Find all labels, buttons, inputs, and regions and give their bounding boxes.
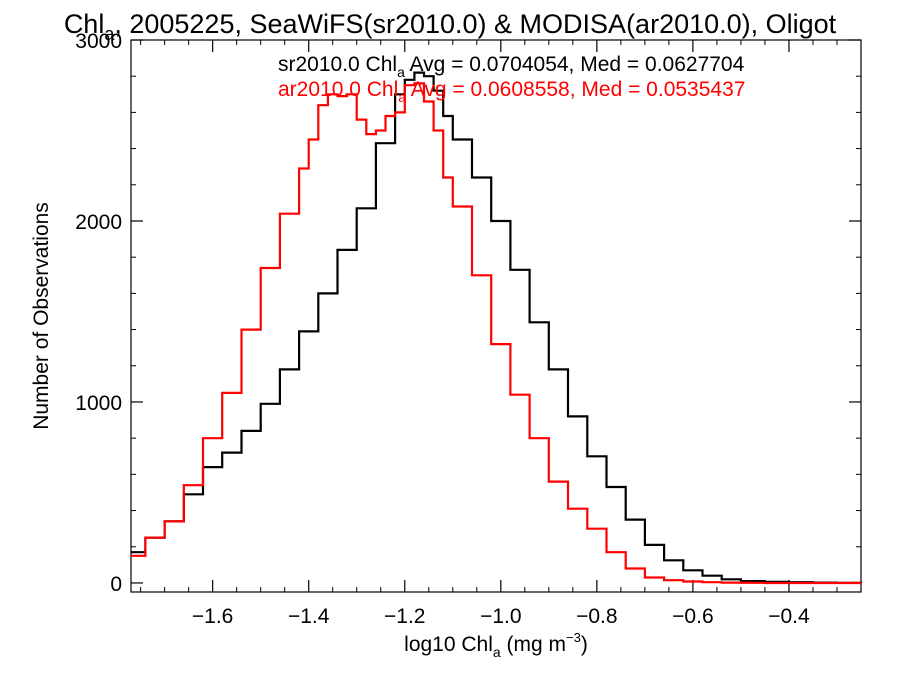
x-tick-label: −0.6 — [672, 605, 713, 628]
plot-area — [130, 39, 862, 593]
chart-title: Chla, 2005225, SeaWiFS(sr2010.0) & MODIS… — [64, 9, 837, 44]
x-tick-label: −1.6 — [192, 605, 233, 628]
x-tick-label: −0.4 — [768, 605, 810, 628]
x-axis-label: log10 Chla (mg m−3) — [404, 630, 588, 660]
x-tick-label: −1.2 — [384, 605, 425, 628]
y-tick-label: 1000 — [75, 392, 122, 415]
y-tick-label: 3000 — [75, 30, 122, 53]
series-layer — [131, 71, 863, 585]
legend-entry-sr2010: sr2010.0 Chla Avg = 0.0704054, Med = 0.0… — [278, 53, 745, 80]
series-ar2010.0 — [131, 82, 861, 585]
x-tick-label: −1.4 — [288, 605, 330, 628]
x-tick-label: −0.8 — [576, 605, 617, 628]
x-axis-ticks: −1.6 −1.4 −1.2 −1.0 −0.8 −0.6 −0.4 — [140, 40, 838, 628]
legend-entry-ar2010: ar2010.0 Chla Avg = 0.0608558, Med = 0.0… — [278, 78, 745, 105]
series-sr2010.0 — [131, 71, 863, 584]
y-axis-ticks: 0 1000 2000 3000 — [75, 30, 861, 596]
y-tick-label: 0 — [110, 573, 122, 596]
x-tick-label: −1.0 — [480, 605, 521, 628]
y-tick-label: 2000 — [75, 211, 122, 234]
y-axis-label: Number of Observations — [30, 202, 53, 430]
